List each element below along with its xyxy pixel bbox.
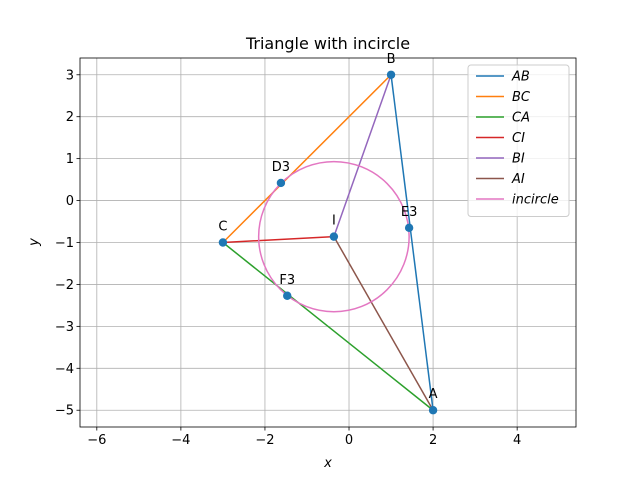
x-tick-label: 0 bbox=[345, 433, 353, 448]
point-label-f3: F3 bbox=[279, 273, 295, 288]
series-line-ca bbox=[222, 241, 434, 411]
point-marker-b bbox=[386, 70, 396, 79]
point-marker-c bbox=[218, 238, 228, 247]
point-label-e3: E3 bbox=[401, 205, 418, 220]
series-line-ci bbox=[222, 235, 334, 244]
series-line-ab bbox=[390, 74, 434, 411]
point-label-b: B bbox=[387, 52, 396, 67]
legend-label-ai: AI bbox=[511, 172, 525, 187]
legend-label-ab: AB bbox=[511, 70, 530, 85]
point-label-a: A bbox=[429, 387, 438, 402]
y-axis-label: y bbox=[27, 238, 42, 247]
point-label-d3: D3 bbox=[272, 160, 290, 175]
y-tick-label: −4 bbox=[55, 362, 74, 377]
legend: AB BC CA CI BI AI incircle bbox=[467, 64, 570, 217]
data-layer bbox=[218, 70, 438, 415]
point-marker-a bbox=[428, 406, 438, 415]
point-label-i: I bbox=[332, 214, 336, 229]
x-tick-label: −4 bbox=[171, 433, 190, 448]
legend-label-bc: BC bbox=[512, 90, 531, 105]
incircle bbox=[257, 160, 410, 313]
point-label-c: C bbox=[218, 220, 227, 235]
y-tick-label: 0 bbox=[66, 194, 74, 209]
x-tick-label: 4 bbox=[513, 433, 521, 448]
x-tick-label: −2 bbox=[255, 433, 274, 448]
series-line-bi bbox=[333, 74, 392, 237]
y-tick-label: 1 bbox=[66, 152, 74, 167]
chart-title: Triangle with incircle bbox=[245, 34, 410, 53]
y-tick-label: 2 bbox=[66, 110, 74, 125]
legend-label-incircle: incircle bbox=[512, 193, 559, 208]
series-line-bc bbox=[222, 74, 392, 244]
point-marker-f3 bbox=[283, 291, 292, 300]
point-marker-i bbox=[329, 232, 339, 241]
point-marker-e3 bbox=[404, 223, 414, 233]
y-tick-label: −1 bbox=[55, 236, 74, 251]
legend-label-ca: CA bbox=[512, 111, 530, 126]
y-tick-label: 3 bbox=[66, 68, 74, 83]
x-tick-label: −6 bbox=[87, 433, 106, 448]
point-marker-d3 bbox=[276, 178, 286, 188]
y-tick-label: −5 bbox=[55, 404, 74, 419]
y-tick-label: −2 bbox=[55, 278, 74, 293]
series-line-ai bbox=[333, 236, 434, 411]
x-tick-label: 2 bbox=[429, 433, 437, 448]
legend-label-bi: BI bbox=[512, 152, 525, 167]
legend-label-ci: CI bbox=[512, 131, 525, 146]
y-tick-label: −3 bbox=[55, 320, 74, 335]
x-axis-label: x bbox=[323, 456, 332, 471]
